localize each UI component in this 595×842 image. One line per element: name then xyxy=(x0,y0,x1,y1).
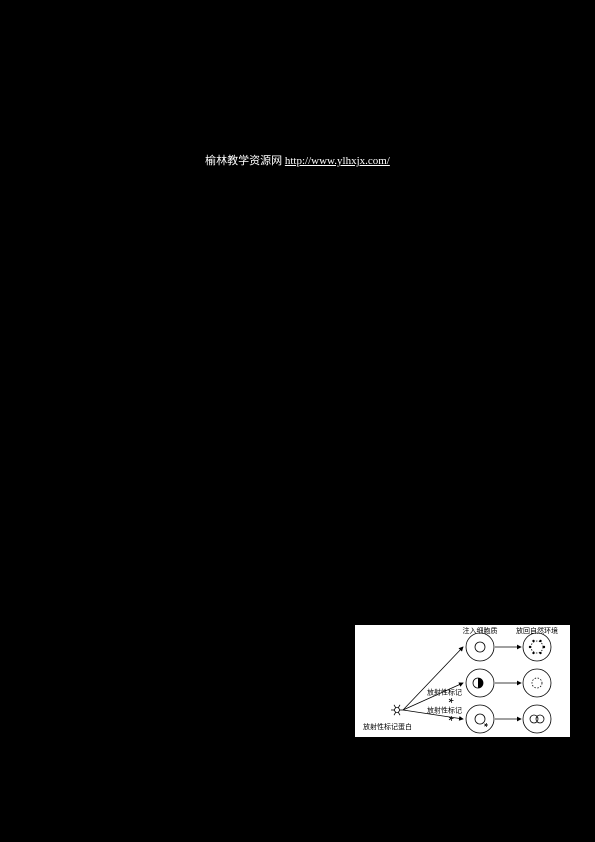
site-name: 榆林教学资源网 xyxy=(205,155,282,167)
svg-text:注入细胞质: 注入细胞质 xyxy=(463,626,498,635)
site-url-link[interactable]: http://www.ylhxjx.com/ xyxy=(285,155,390,167)
page-header: 榆林教学资源网 http://www.ylhxjx.com/ xyxy=(0,152,595,168)
svg-text:放回自然环境: 放回自然环境 xyxy=(516,626,558,635)
svg-text:放射性标记: 放射性标记 xyxy=(427,706,462,715)
svg-text:放射性标记: 放射性标记 xyxy=(427,688,462,697)
svg-text:放射性标记蛋白: 放射性标记蛋白 xyxy=(363,722,412,731)
experiment-diagram: 注入细胞质放回自然环境放射性标记蛋白放射性标记放射性标记 xyxy=(354,624,571,738)
